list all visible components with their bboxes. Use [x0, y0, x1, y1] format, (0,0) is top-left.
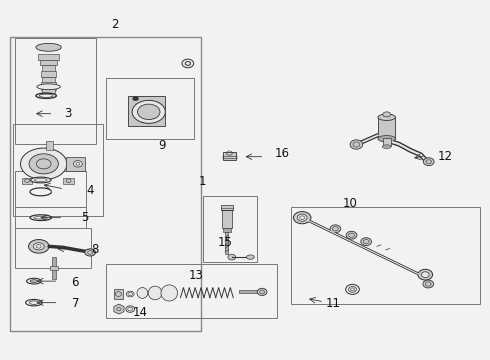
Ellipse shape [257, 288, 267, 296]
Ellipse shape [85, 249, 96, 256]
Ellipse shape [30, 215, 51, 221]
Ellipse shape [126, 306, 135, 312]
Ellipse shape [21, 148, 67, 180]
Bar [239, 291, 259, 293]
Ellipse shape [378, 135, 395, 142]
Bar [114, 289, 123, 299]
Ellipse shape [26, 278, 41, 284]
Ellipse shape [148, 286, 162, 300]
Bar [128, 96, 165, 126]
Bar [15, 207, 86, 228]
Bar [13, 125, 103, 216]
Ellipse shape [29, 154, 58, 174]
Bar [63, 178, 74, 184]
Bar [52, 257, 56, 279]
Bar [378, 117, 395, 139]
Ellipse shape [137, 288, 148, 298]
Bar [15, 39, 96, 144]
Ellipse shape [345, 284, 359, 294]
Text: 1: 1 [198, 175, 206, 188]
Ellipse shape [294, 212, 311, 224]
Text: 8: 8 [91, 243, 98, 256]
Circle shape [133, 96, 139, 101]
Text: 13: 13 [189, 269, 203, 282]
Ellipse shape [330, 225, 341, 233]
Bar [42, 77, 55, 83]
Ellipse shape [423, 280, 434, 288]
Text: 12: 12 [438, 150, 453, 163]
Ellipse shape [382, 145, 391, 148]
Ellipse shape [383, 112, 391, 117]
Bar [106, 264, 277, 318]
Ellipse shape [418, 269, 433, 280]
Ellipse shape [182, 59, 194, 68]
Text: 5: 5 [81, 211, 89, 224]
Ellipse shape [161, 285, 177, 301]
Bar [222, 211, 232, 228]
Bar [22, 178, 32, 184]
Text: 3: 3 [64, 107, 72, 120]
Bar [221, 205, 233, 211]
Ellipse shape [36, 43, 61, 51]
Text: 6: 6 [72, 276, 79, 289]
Ellipse shape [30, 177, 51, 183]
Ellipse shape [25, 300, 42, 306]
Text: 11: 11 [326, 297, 341, 310]
Ellipse shape [350, 140, 363, 149]
Bar [15, 228, 91, 268]
Bar [42, 88, 55, 93]
Bar [225, 232, 228, 253]
Ellipse shape [33, 243, 44, 250]
Bar [40, 59, 57, 64]
Bar [38, 54, 59, 60]
Text: 14: 14 [132, 306, 147, 319]
Ellipse shape [361, 238, 371, 246]
Bar [383, 138, 391, 146]
Bar [10, 37, 201, 330]
Ellipse shape [378, 114, 395, 121]
Ellipse shape [28, 239, 49, 253]
Text: 4: 4 [86, 184, 94, 197]
Bar [292, 207, 480, 304]
Ellipse shape [228, 254, 236, 260]
Text: 9: 9 [158, 139, 166, 152]
Ellipse shape [421, 272, 429, 278]
Ellipse shape [297, 214, 307, 221]
Bar [46, 140, 53, 149]
Bar [222, 152, 236, 160]
Bar [42, 65, 55, 73]
Bar [15, 171, 86, 207]
Text: 2: 2 [111, 18, 118, 31]
Bar [223, 228, 231, 232]
Text: 10: 10 [343, 197, 358, 210]
Text: 16: 16 [274, 147, 289, 159]
Bar [41, 82, 56, 90]
Ellipse shape [246, 255, 254, 259]
Ellipse shape [30, 280, 38, 283]
Text: 7: 7 [72, 297, 79, 310]
Bar [203, 196, 257, 262]
Bar [50, 266, 58, 270]
Ellipse shape [423, 158, 434, 166]
Bar [106, 78, 194, 139]
Ellipse shape [74, 161, 82, 167]
Ellipse shape [126, 291, 134, 297]
Ellipse shape [132, 100, 165, 123]
Bar [41, 71, 56, 77]
Ellipse shape [37, 84, 60, 90]
Ellipse shape [138, 104, 160, 120]
Polygon shape [114, 304, 124, 314]
Ellipse shape [346, 231, 357, 239]
Bar [66, 157, 85, 171]
Text: 15: 15 [218, 236, 233, 249]
